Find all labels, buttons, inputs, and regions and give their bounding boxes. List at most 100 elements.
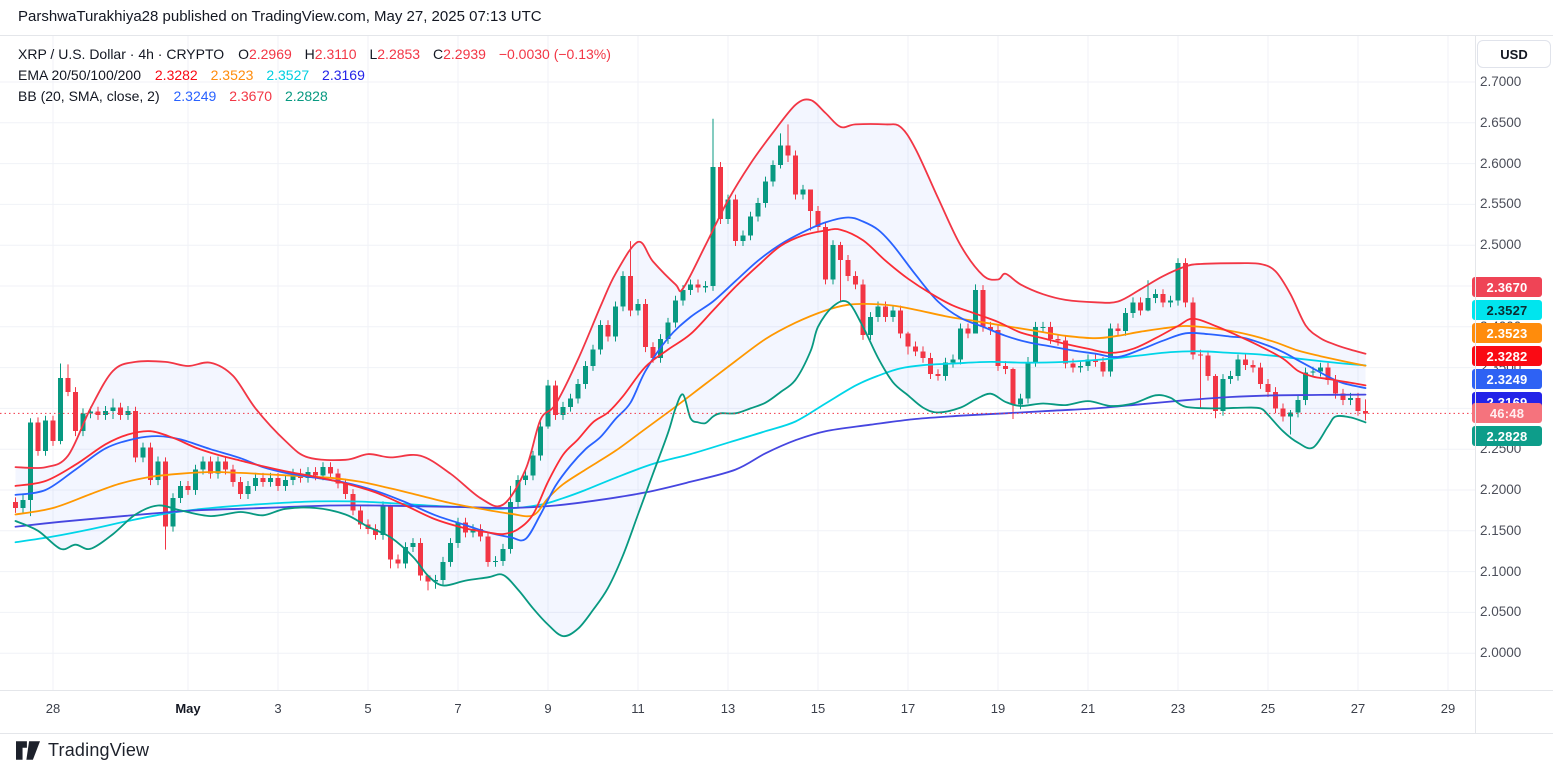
symbol-title: XRP / U.S. Dollar · 4h · CRYPTO	[18, 46, 225, 62]
time-tick-25: 25	[1260, 701, 1276, 716]
candle-body	[1220, 379, 1226, 411]
ema200-line	[14, 393, 1367, 528]
time-tick-21: 21	[1080, 701, 1096, 716]
candle-body	[1333, 379, 1338, 394]
candle-body	[253, 477, 258, 486]
candle-body	[1228, 375, 1233, 380]
legend-ema-row[interactable]: EMA 20/50/100/200 2.3282 2.3523 2.3527 2…	[18, 65, 611, 86]
candle-body	[455, 522, 461, 544]
candle-body	[988, 326, 993, 331]
candle-body	[605, 325, 611, 337]
candle-body	[1153, 294, 1158, 299]
legend-symbol-row[interactable]: XRP / U.S. Dollar · 4h · CRYPTO O2.2969 …	[18, 44, 611, 65]
candle-body	[845, 259, 851, 277]
tradingview-logo[interactable]: TradingView	[16, 740, 149, 761]
candle-body	[395, 559, 401, 564]
attribution-header: ParshwaTurakhiya28 published on TradingV…	[18, 8, 542, 25]
candle-body	[838, 245, 843, 260]
candle-body	[1280, 408, 1286, 417]
time-tick-27: 27	[1350, 701, 1366, 716]
candle-body	[590, 349, 596, 366]
candle-body	[718, 166, 723, 220]
candle-body	[598, 325, 603, 350]
candle-body	[388, 506, 393, 560]
candle-body	[1183, 263, 1188, 303]
candle-body	[1100, 361, 1106, 372]
time-axis-top-border	[0, 690, 1553, 691]
bb-upper-line	[14, 98, 1367, 508]
candle-body	[635, 303, 641, 311]
candle-body	[1175, 263, 1181, 301]
candle-body	[1340, 393, 1346, 401]
candle-body	[1325, 367, 1331, 380]
candle-body	[500, 548, 506, 561]
bb-indicator-title: BB (20, SMA, close, 2)	[18, 88, 160, 104]
candle-body	[493, 560, 498, 562]
candle-body	[43, 420, 48, 451]
tradingview-logo-text: TradingView	[48, 740, 150, 760]
candle-body	[1145, 298, 1151, 311]
candle-body	[958, 328, 963, 360]
candle-body	[1265, 383, 1271, 393]
countdown-label: 46:48	[1472, 403, 1542, 423]
time-tick-15: 15	[810, 701, 826, 716]
high-value: H2.3110	[304, 46, 357, 62]
chart-legend: XRP / U.S. Dollar · 4h · CRYPTO O2.2969 …	[18, 44, 611, 107]
candle-body	[890, 310, 896, 318]
candle-body	[313, 472, 318, 476]
tradingview-logo-icon	[16, 741, 40, 760]
currency-usd-button[interactable]: USD	[1477, 40, 1551, 68]
candle-body	[973, 290, 978, 334]
candle-body	[643, 303, 648, 348]
candle-body	[343, 483, 348, 495]
candle-body	[853, 276, 858, 285]
candle-body	[710, 166, 716, 286]
candle-body	[148, 447, 153, 481]
candle-body	[1273, 392, 1278, 409]
ema50-value: 2.3523	[210, 67, 254, 83]
candle-body	[1205, 355, 1211, 376]
ema20-price-label: 2.3282	[1472, 346, 1542, 366]
candle-body	[868, 317, 873, 335]
time-tick-may: May	[175, 701, 201, 716]
candle-body	[418, 543, 423, 576]
candle-body	[815, 210, 821, 228]
candle-body	[1138, 302, 1143, 311]
candle-body	[673, 300, 678, 323]
legend-bb-row[interactable]: BB (20, SMA, close, 2) 2.3249 2.3670 2.2…	[18, 86, 611, 107]
candle-body	[230, 469, 236, 482]
open-value: O2.2969	[238, 46, 292, 62]
candle-body	[425, 575, 431, 582]
candle-body	[13, 502, 18, 508]
candle-body	[1160, 294, 1166, 303]
candle-body	[73, 392, 78, 432]
candle-body	[1198, 354, 1203, 356]
candle-body	[808, 189, 813, 211]
candle-body	[1025, 361, 1031, 399]
candle-body	[1010, 369, 1016, 405]
ema100-line	[14, 350, 1367, 544]
candle-body	[995, 330, 1001, 366]
candle-body	[238, 481, 243, 495]
candle-body	[208, 461, 213, 474]
candle-body	[860, 284, 866, 335]
candle-body	[1310, 371, 1316, 373]
candle-body	[545, 385, 551, 427]
candle-body	[1258, 367, 1263, 384]
candle-body	[928, 357, 933, 375]
candle-body	[1108, 328, 1113, 372]
time-tick-11: 11	[631, 701, 645, 716]
candle-body	[913, 346, 918, 352]
candle-body	[260, 477, 266, 482]
candle-body	[380, 506, 386, 535]
candle-body	[403, 547, 408, 564]
candle-body	[478, 529, 483, 537]
candle-body	[28, 422, 33, 500]
candle-body	[433, 579, 438, 582]
ema20-line	[14, 228, 1367, 536]
candle-body	[568, 398, 573, 407]
candle-body	[1235, 359, 1241, 376]
change-value: −0.0030 (−0.13%)	[498, 46, 611, 62]
candle-body	[133, 410, 138, 458]
